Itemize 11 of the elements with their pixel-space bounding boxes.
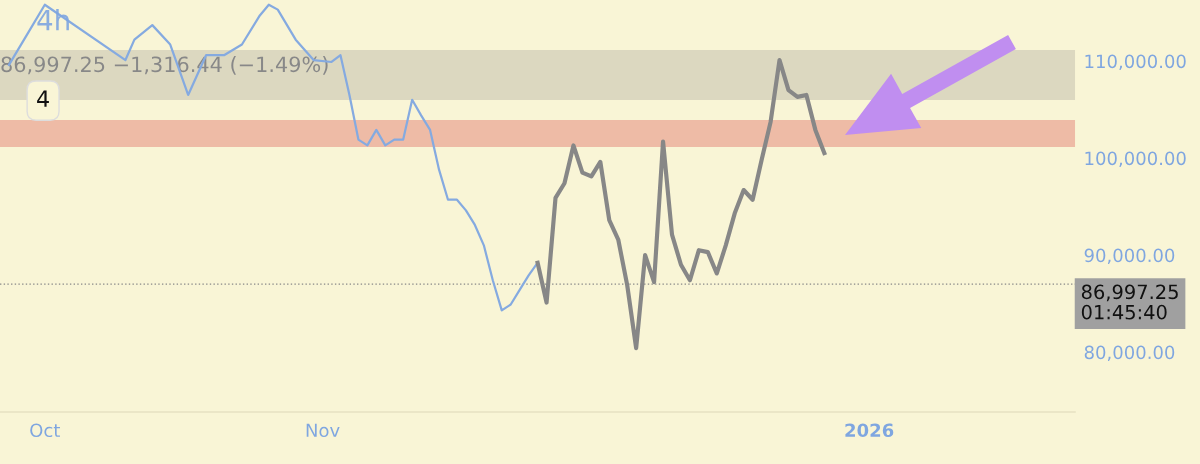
text: 01:45:40 [1081, 304, 1167, 320]
ref-line-label: 86,997.25 [1081, 284, 1178, 302]
annotation: 4h [37, 9, 69, 31]
x-tick-label: 2026 [845, 423, 894, 438]
x-tick-label: Oct [30, 423, 60, 438]
y-tick-label: 110,000.00 [1085, 54, 1186, 70]
annotation: 4 [37, 90, 49, 107]
x-tick-label: Nov [306, 423, 340, 438]
y-tick-label: 90,000.00 [1084, 248, 1175, 264]
y-tick-label: 100,000.00 [1085, 151, 1186, 167]
y-tick-label: 80,000.00 [1084, 345, 1175, 361]
